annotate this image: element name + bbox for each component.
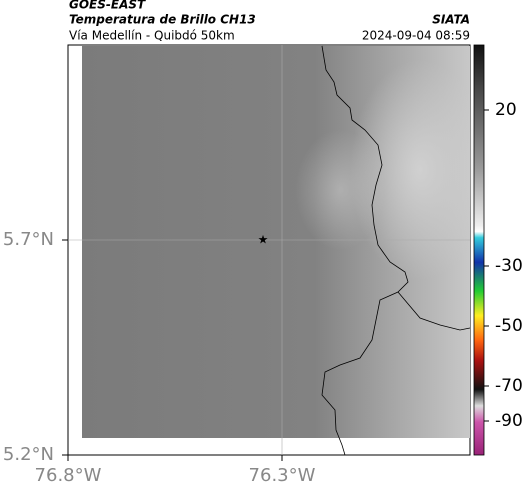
boundary: [321, 45, 409, 456]
lon-label: 76.8°W: [35, 465, 102, 486]
lat-label: 5.2°N: [3, 444, 54, 465]
route: Vía Medellín - Quibdó 50km: [69, 29, 235, 43]
agency: SIATA: [432, 13, 470, 27]
colorbar-tick-label: -90: [495, 411, 523, 431]
cloud: [295, 130, 385, 250]
boundary: [397, 291, 471, 331]
lon-label: 76.3°W: [249, 465, 316, 486]
datetime: 2024-09-04 08:59: [362, 29, 470, 43]
cloud: [350, 60, 490, 280]
location-star: ★: [258, 233, 269, 247]
lat-label: 5.7°N: [3, 229, 54, 250]
colorbar-tick-label: -30: [495, 256, 523, 276]
colorbar-tick-label: -50: [495, 316, 523, 336]
colorbar-tick-label: 20: [495, 100, 517, 120]
product: Temperatura de Brillo CH13: [69, 13, 256, 27]
colorbar: [473, 44, 485, 456]
colorbar-tick-label: -70: [495, 376, 523, 396]
satellite: GOES-EAST: [69, 0, 146, 12]
